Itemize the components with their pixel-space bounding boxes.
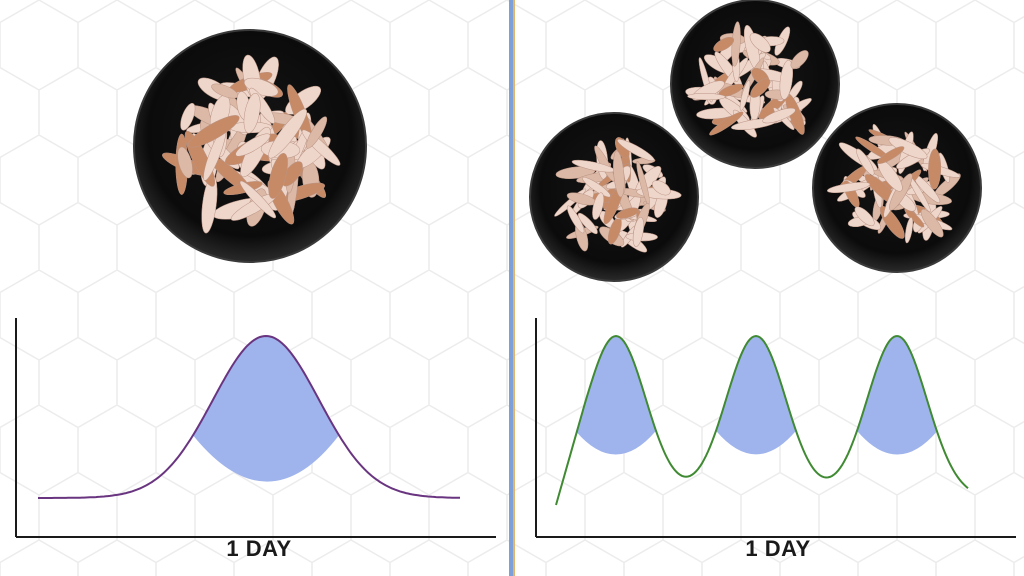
chart-right: [535, 318, 1016, 538]
plate-1: [133, 29, 367, 263]
fill-area-right-peak-1: [576, 336, 656, 455]
panel-divider: [509, 0, 515, 576]
fill-area-right-peak-3: [857, 336, 937, 455]
shredded-chicken-icon: [685, 21, 812, 138]
curve-line-left: [38, 334, 460, 499]
shredded-chicken-icon: [554, 137, 682, 253]
plates-layer: [133, 0, 982, 282]
fill-area-right-peak-2: [716, 336, 796, 455]
plate-2: [670, 0, 840, 169]
fill-area-left: [193, 336, 339, 482]
shredded-chicken-icon: [162, 54, 341, 234]
panel-divider-edge: [513, 0, 515, 576]
curve-line-right: [555, 334, 969, 506]
day-label-right: 1 DAY: [745, 536, 811, 561]
chart-left: [15, 318, 496, 538]
shredded-chicken-icon: [827, 123, 961, 244]
plate-3: [529, 112, 699, 282]
plate-dish: [670, 0, 840, 169]
day-label-left: 1 DAY: [226, 536, 292, 561]
fill-areas-right: [576, 336, 937, 455]
plate-4: [812, 103, 982, 273]
